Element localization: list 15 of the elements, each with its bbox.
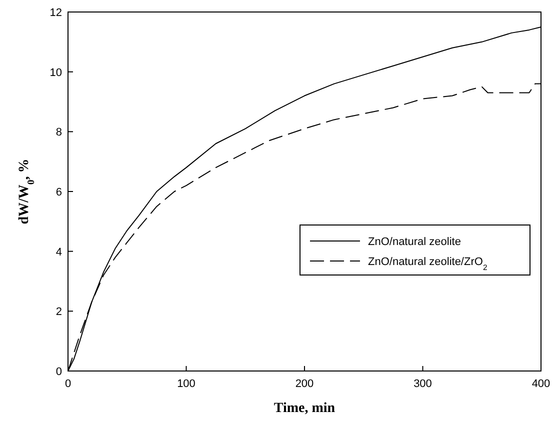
y-tick-label: 6: [56, 186, 62, 198]
y-tick-label: 4: [56, 246, 62, 258]
y-tick-label: 0: [56, 366, 62, 378]
x-axis-title: Time, min: [274, 401, 336, 416]
y-tick-label: 8: [56, 126, 62, 139]
y-tick-label: 2: [56, 306, 62, 318]
legend-label: ZnO/natural zeolite: [368, 236, 461, 248]
x-tick-label: 0: [64, 378, 72, 390]
x-tick-label: 100: [177, 378, 196, 390]
y-tick-label: 10: [50, 66, 62, 79]
y-tick-label: 12: [50, 7, 62, 19]
x-tick-label: 300: [414, 378, 432, 390]
x-tick-label: 400: [532, 378, 550, 390]
legend-label: ZnO/natural zeolite/ZrO$_{2}$: [368, 256, 488, 272]
x-tick-label: 200: [295, 378, 314, 390]
